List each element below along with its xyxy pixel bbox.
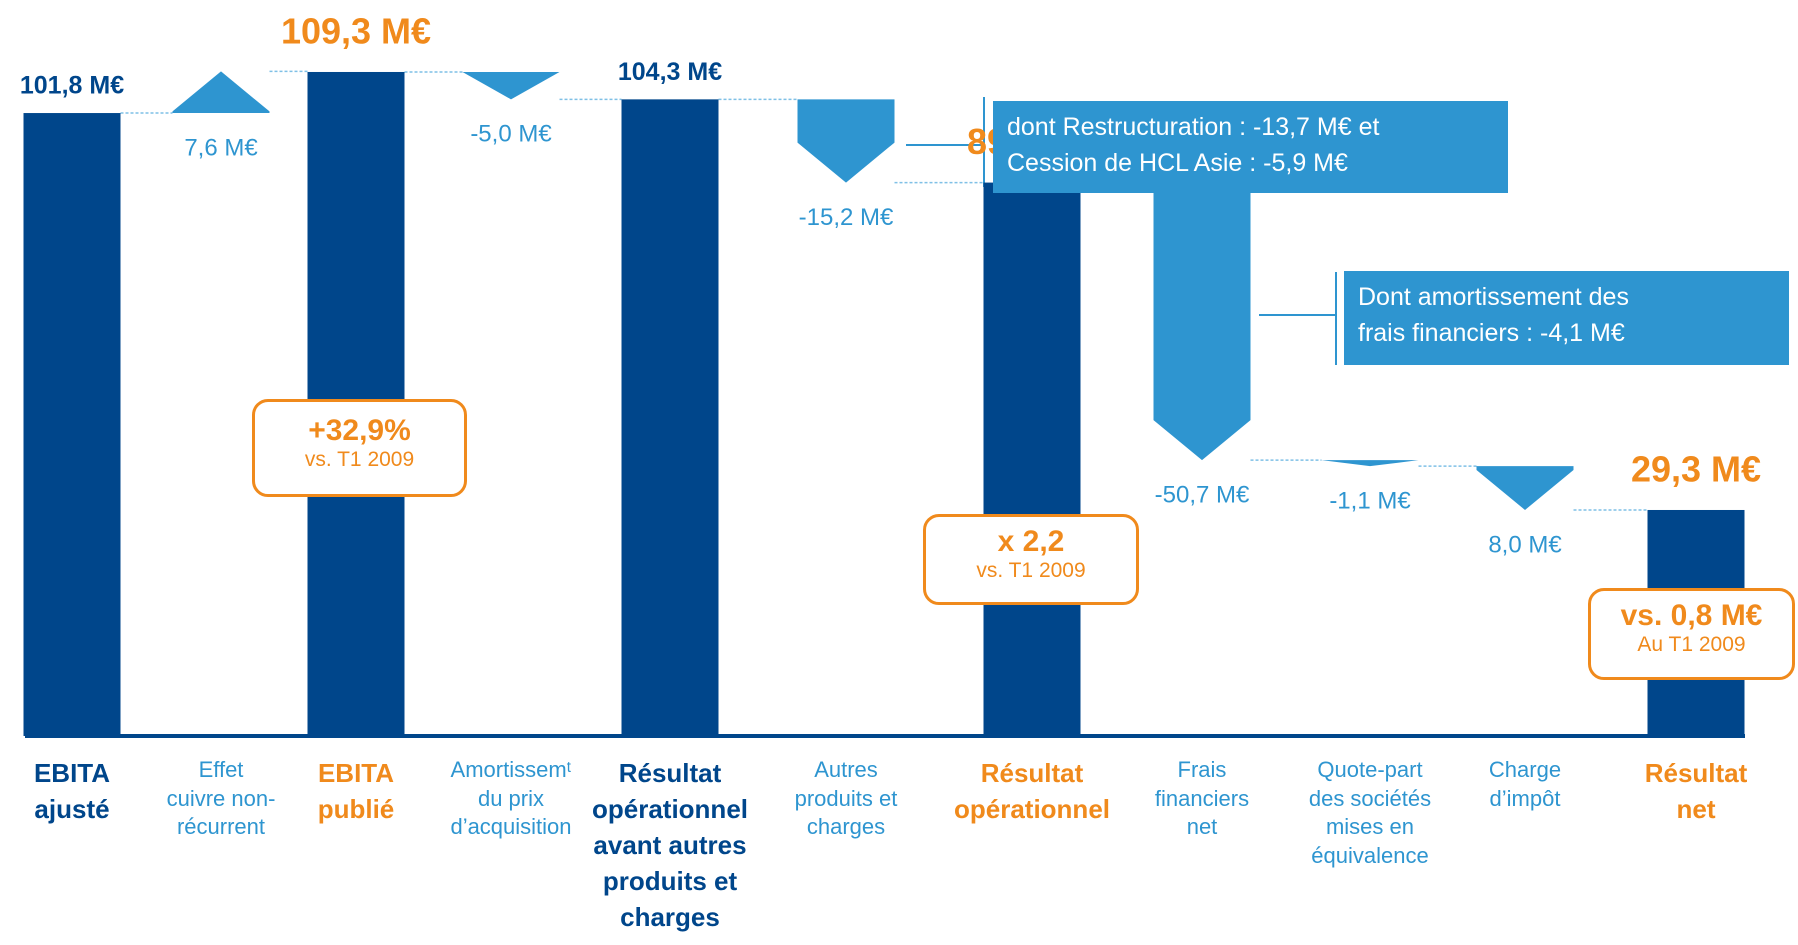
value-label: -1,1 M€ <box>1329 488 1411 515</box>
bar <box>983 182 1081 736</box>
bar <box>621 99 719 737</box>
category-label: Effet cuivre non- récurrent <box>166 757 276 840</box>
delta-arrow <box>797 99 895 183</box>
callout-text: vs. 0,8 M€ <box>1620 599 1763 632</box>
category-label: Résultat opérationnel avant autres produ… <box>591 758 748 932</box>
value-label: 101,8 M€ <box>20 72 124 100</box>
value-label: 109,3 M€ <box>281 10 431 51</box>
bar <box>23 113 121 737</box>
value-label: -50,7 M€ <box>1155 482 1250 509</box>
callout: +32,9% vs. T1 2009 <box>252 399 467 497</box>
callout-subtext: Au T1 2009 <box>1637 633 1746 656</box>
delta-arrow <box>172 71 270 114</box>
value-label: 8,0 M€ <box>1488 531 1562 558</box>
callout-text: x 2,2 <box>997 525 1065 558</box>
category-label: Résultat net <box>1644 758 1748 824</box>
note: dont Restructuration : -13,7 M€ et Cessi… <box>993 101 1508 193</box>
category-label: Autres produits et charges <box>794 757 898 840</box>
callout-subtext: vs. T1 2009 <box>976 559 1086 582</box>
note-bracket <box>906 97 1337 365</box>
category-label: Amortissemᵗ du prix d’acquisition <box>450 757 572 840</box>
value-label: -15,2 M€ <box>799 204 894 231</box>
note: Dont amortissement des frais financiers … <box>1344 271 1789 365</box>
category-label: Frais financiers net <box>1154 757 1250 840</box>
category-label: EBITA publié <box>317 758 395 824</box>
category-label: Quote-part des sociétés mises en équival… <box>1308 757 1432 868</box>
value-label: 104,3 M€ <box>618 58 722 86</box>
value-label: 7,6 M€ <box>184 134 258 161</box>
value-label: 29,3 M€ <box>1631 448 1761 489</box>
delta-arrow <box>462 71 560 100</box>
callout: x 2,2 vs. T1 2009 <box>923 514 1139 605</box>
callout-subtext: vs. T1 2009 <box>304 448 415 471</box>
value-label: -5,0 M€ <box>470 121 552 148</box>
delta-arrow <box>1476 466 1574 510</box>
category-label: Charge d’impôt <box>1488 757 1562 811</box>
callout-text: +32,9% <box>308 414 411 447</box>
delta-arrow <box>1153 182 1251 461</box>
delta-arrow <box>1321 460 1419 467</box>
category-label: Résultat opérationnel <box>953 758 1110 824</box>
callout: vs. 0,8 M€ Au T1 2009 <box>1588 588 1795 680</box>
category-label: EBITA ajusté <box>33 758 111 824</box>
